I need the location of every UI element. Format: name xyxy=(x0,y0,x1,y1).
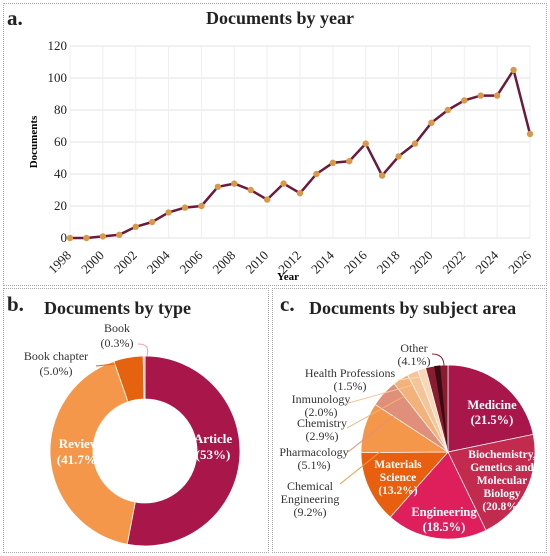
data-point xyxy=(148,218,156,226)
subject-label: Materials Science (13.2%) xyxy=(374,459,422,497)
y-tick-label: 60 xyxy=(54,134,67,149)
data-point xyxy=(66,234,74,242)
data-point xyxy=(313,170,320,178)
data-point xyxy=(411,140,419,147)
subject-chart-title: Documents by subject area xyxy=(309,298,517,318)
leader-line xyxy=(137,343,149,357)
y-tick-label: 0 xyxy=(61,230,68,245)
leader-line xyxy=(344,382,421,405)
data-point xyxy=(444,106,452,114)
subject-slice xyxy=(434,365,448,452)
data-point xyxy=(461,97,468,104)
subject-label: Pharmacology (5.1%) xyxy=(279,445,348,472)
subject-label: Chemistry (2.9%) xyxy=(297,416,347,443)
data-point xyxy=(329,159,337,166)
y-tick-label: 80 xyxy=(54,102,67,117)
subject-slice xyxy=(447,434,536,531)
panel-documents-by-year xyxy=(3,3,547,286)
data-point xyxy=(83,234,90,242)
type-label: Article (53%) xyxy=(194,431,232,462)
x-tick-label: 2000 xyxy=(78,248,107,277)
panel-documents-by-type xyxy=(3,288,269,553)
subject-label: Engineering (18.5%) xyxy=(411,505,477,534)
panel-documents-by-subject xyxy=(272,288,547,553)
y-tick-label: 100 xyxy=(48,70,68,85)
data-point xyxy=(280,180,287,187)
subject-label: Biochemistry, Genetics and Molecular Biolog… xyxy=(468,449,536,513)
subject-slice xyxy=(389,451,487,540)
x-tick-label: 2016 xyxy=(341,247,370,276)
x-tick-label: 2002 xyxy=(111,248,140,277)
x-tick-label: 2024 xyxy=(472,247,501,276)
y-tick-label: 20 xyxy=(54,198,67,213)
data-point xyxy=(346,158,353,165)
type-label: Book (0.3%) xyxy=(101,321,134,350)
x-tick-label: 2008 xyxy=(209,248,238,277)
subject-label: Medicine (21.5%) xyxy=(467,398,517,427)
data-point xyxy=(231,180,238,187)
y-axis-label: Documents xyxy=(28,115,40,168)
data-point xyxy=(526,130,534,138)
leader-line xyxy=(397,375,429,381)
subject-label: Other (4.1%) xyxy=(398,341,431,368)
x-tick-label: 2010 xyxy=(242,248,271,277)
x-tick-label: 2020 xyxy=(407,248,436,277)
data-point xyxy=(362,140,369,147)
x-tick-label: 2022 xyxy=(439,248,468,277)
panel-a-label: a. xyxy=(7,6,23,30)
leader-line xyxy=(346,392,411,429)
type-slice xyxy=(142,355,146,400)
subject-label: Chemical Engineering (9.2%) xyxy=(281,479,340,519)
x-tick-label: 2026 xyxy=(505,247,534,276)
panel-b-label: b. xyxy=(7,292,24,316)
data-point xyxy=(99,233,107,240)
x-tick-label: 1998 xyxy=(45,248,74,277)
leader-line xyxy=(431,353,445,367)
type-label: Review (41.7%) xyxy=(57,436,101,467)
x-axis-label: Year xyxy=(277,271,299,283)
year-chart-title: Documents by year xyxy=(206,8,354,28)
x-tick-label: 2006 xyxy=(177,247,206,276)
data-point xyxy=(263,196,271,203)
y-tick-label: 40 xyxy=(54,166,67,181)
subject-slice xyxy=(447,364,534,453)
leader-line xyxy=(347,410,401,453)
data-point xyxy=(116,231,123,238)
data-point xyxy=(181,204,189,211)
data-point xyxy=(493,92,501,99)
data-point xyxy=(477,92,484,99)
subject-label: Health Professions (1.5%) xyxy=(305,366,396,393)
x-tick-label: 2004 xyxy=(144,247,173,276)
subject-label: Inmunology (2.0%) xyxy=(292,392,351,419)
data-point xyxy=(510,66,517,74)
data-point xyxy=(214,183,222,190)
type-chart-title: Documents by type xyxy=(44,298,191,318)
panel-c-label: c. xyxy=(280,292,295,316)
data-point xyxy=(378,172,386,179)
data-point xyxy=(198,202,205,210)
subject-slice xyxy=(360,451,449,518)
leader-line xyxy=(95,362,124,367)
type-label: Book chapter (5.0%) xyxy=(24,349,88,378)
leader-line xyxy=(339,445,393,485)
data-point xyxy=(296,190,304,197)
x-tick-label: 2018 xyxy=(374,248,403,277)
data-point xyxy=(395,153,402,160)
data-point xyxy=(247,186,254,194)
data-point xyxy=(165,209,172,216)
type-slice xyxy=(49,360,136,545)
data-point xyxy=(132,223,139,230)
x-tick-label: 2014 xyxy=(308,247,337,276)
y-tick-label: 120 xyxy=(48,38,68,53)
data-point xyxy=(428,119,435,127)
type-slice xyxy=(126,355,241,547)
